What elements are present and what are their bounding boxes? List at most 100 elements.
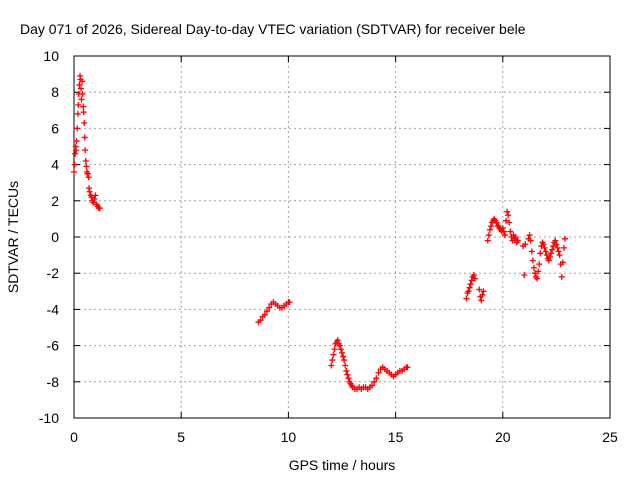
- axis-ticks: 0 5 10 15 20 25 -10 -8 -6 -4 -2 0 2 4 6 8 10: [39, 48, 618, 445]
- grid: [74, 56, 610, 418]
- data-point-segment-6: [527, 237, 534, 244]
- x-tick-label: 0: [70, 429, 78, 445]
- data-point-segment-3: [337, 346, 344, 353]
- x-tick-label: 5: [177, 429, 185, 445]
- y-tick-label: 2: [51, 193, 59, 209]
- data-point-segment-1: [76, 81, 83, 88]
- data-point-segment-6: [552, 237, 559, 244]
- data-point-segment-1: [71, 161, 78, 168]
- data-point-segment-6: [531, 270, 538, 277]
- y-tick-label: 4: [51, 157, 59, 173]
- x-tick-label: 25: [602, 429, 618, 445]
- data-point-segment-1: [75, 101, 82, 108]
- y-tick-label: -8: [47, 374, 60, 390]
- data-point-segment-3: [330, 351, 337, 358]
- data-point-segment-2: [266, 304, 273, 311]
- data-point-segment-4: [476, 286, 483, 293]
- data-point-segment-6: [528, 248, 535, 255]
- data-point-segment-6: [548, 250, 555, 257]
- data-point-segment-6: [561, 235, 568, 242]
- data-point-segment-1: [79, 91, 86, 98]
- data-point-segment-6: [555, 248, 562, 255]
- data-point-segment-1: [74, 125, 81, 132]
- data-point-segment-3: [334, 337, 341, 344]
- data-point-segment-2: [257, 317, 264, 324]
- y-tick-label: -4: [47, 301, 60, 317]
- data-point-segment-6: [550, 243, 557, 250]
- data-point-segment-6: [560, 244, 567, 251]
- data-point-segment-5: [499, 224, 506, 231]
- data-point-segment-6: [543, 252, 550, 259]
- data-point-segment-1: [82, 147, 89, 154]
- data-point-segment-6: [558, 273, 565, 280]
- data-point-segment-3: [343, 367, 350, 374]
- data-point-segment-1: [86, 188, 93, 195]
- data-point-segment-2: [261, 311, 268, 318]
- data-point-segment-5: [484, 237, 491, 244]
- data-point-segment-1: [96, 205, 103, 212]
- data-point-segment-1: [82, 157, 89, 164]
- data-point-segment-4: [471, 275, 478, 282]
- data-point-segment-6: [545, 257, 552, 264]
- x-axis-label: GPS time / hours: [289, 457, 396, 473]
- data-point-segment-3: [345, 375, 352, 382]
- y-tick-label: 0: [51, 229, 59, 245]
- data-point-segment-4: [468, 277, 475, 284]
- data-point-segment-6: [530, 264, 537, 271]
- data-point-segment-6: [521, 272, 528, 279]
- x-tick-label: 15: [388, 429, 404, 445]
- data-point-segment-3: [339, 349, 345, 356]
- data-point-segment-5: [512, 234, 519, 240]
- y-axis-label: SDTVAR / TECUs: [5, 181, 21, 293]
- data-point-segment-1: [80, 109, 87, 116]
- data-point-segment-6: [556, 252, 563, 259]
- data-point-segment-4: [465, 288, 472, 295]
- data-point-segment-5: [507, 228, 514, 235]
- data-point-segment-2: [286, 299, 293, 306]
- data-point-segment-4: [467, 281, 474, 288]
- data-point-segment-6: [536, 261, 543, 268]
- data-point-segment-6: [540, 241, 547, 248]
- data-point-segment-5: [486, 226, 493, 233]
- data-point-segment-4: [463, 295, 470, 302]
- data-point-segment-6: [549, 246, 556, 253]
- data-point-segment-6: [526, 232, 533, 239]
- data-point-segment-5: [514, 237, 521, 244]
- data-point-segment-4: [470, 272, 477, 279]
- y-tick-label: 8: [51, 84, 59, 100]
- data-point-segment-3: [369, 382, 376, 389]
- data-point-segment-3: [331, 346, 338, 353]
- data-point-segment-5: [504, 208, 511, 215]
- data-point-segment-6: [553, 241, 560, 248]
- data-point-segment-3: [329, 357, 336, 364]
- y-tick-label: 6: [51, 120, 59, 136]
- data-point-segment-1: [71, 168, 77, 175]
- data-point-segment-1: [83, 163, 90, 170]
- y-tick-label: -10: [39, 410, 59, 426]
- data-point-segment-1: [80, 103, 87, 110]
- data-point-segment-6: [554, 244, 561, 251]
- data-point-segment-1: [92, 192, 99, 199]
- data-point-segment-1: [81, 119, 88, 126]
- data-point-segment-1: [74, 110, 81, 117]
- data-point-segment-3: [336, 342, 343, 349]
- data-point-segment-5: [493, 219, 500, 226]
- chart-title: Day 071 of 2026, Sidereal Day-to-day VTE…: [20, 21, 526, 37]
- data-point-segment-6: [535, 268, 542, 275]
- data-point-segment-5: [500, 228, 507, 235]
- data-point-segment-5: [485, 232, 492, 239]
- data-point-segment-1: [73, 147, 80, 154]
- data-point-segment-3: [341, 357, 348, 364]
- data-point-segment-1: [91, 195, 98, 202]
- data-point-segment-3: [373, 375, 380, 382]
- x-tick-label: 10: [281, 429, 297, 445]
- data-point-segment-6: [529, 257, 536, 264]
- data-point-segment-6: [522, 241, 529, 248]
- data-point-segment-3: [340, 353, 347, 360]
- data-point-segment-4: [478, 297, 485, 304]
- data-point-segment-6: [537, 250, 544, 257]
- data-point-segment-5: [505, 212, 512, 219]
- data-point-segment-3: [328, 362, 335, 369]
- data-point-segment-4: [480, 288, 487, 295]
- data-point-segment-5: [503, 217, 510, 224]
